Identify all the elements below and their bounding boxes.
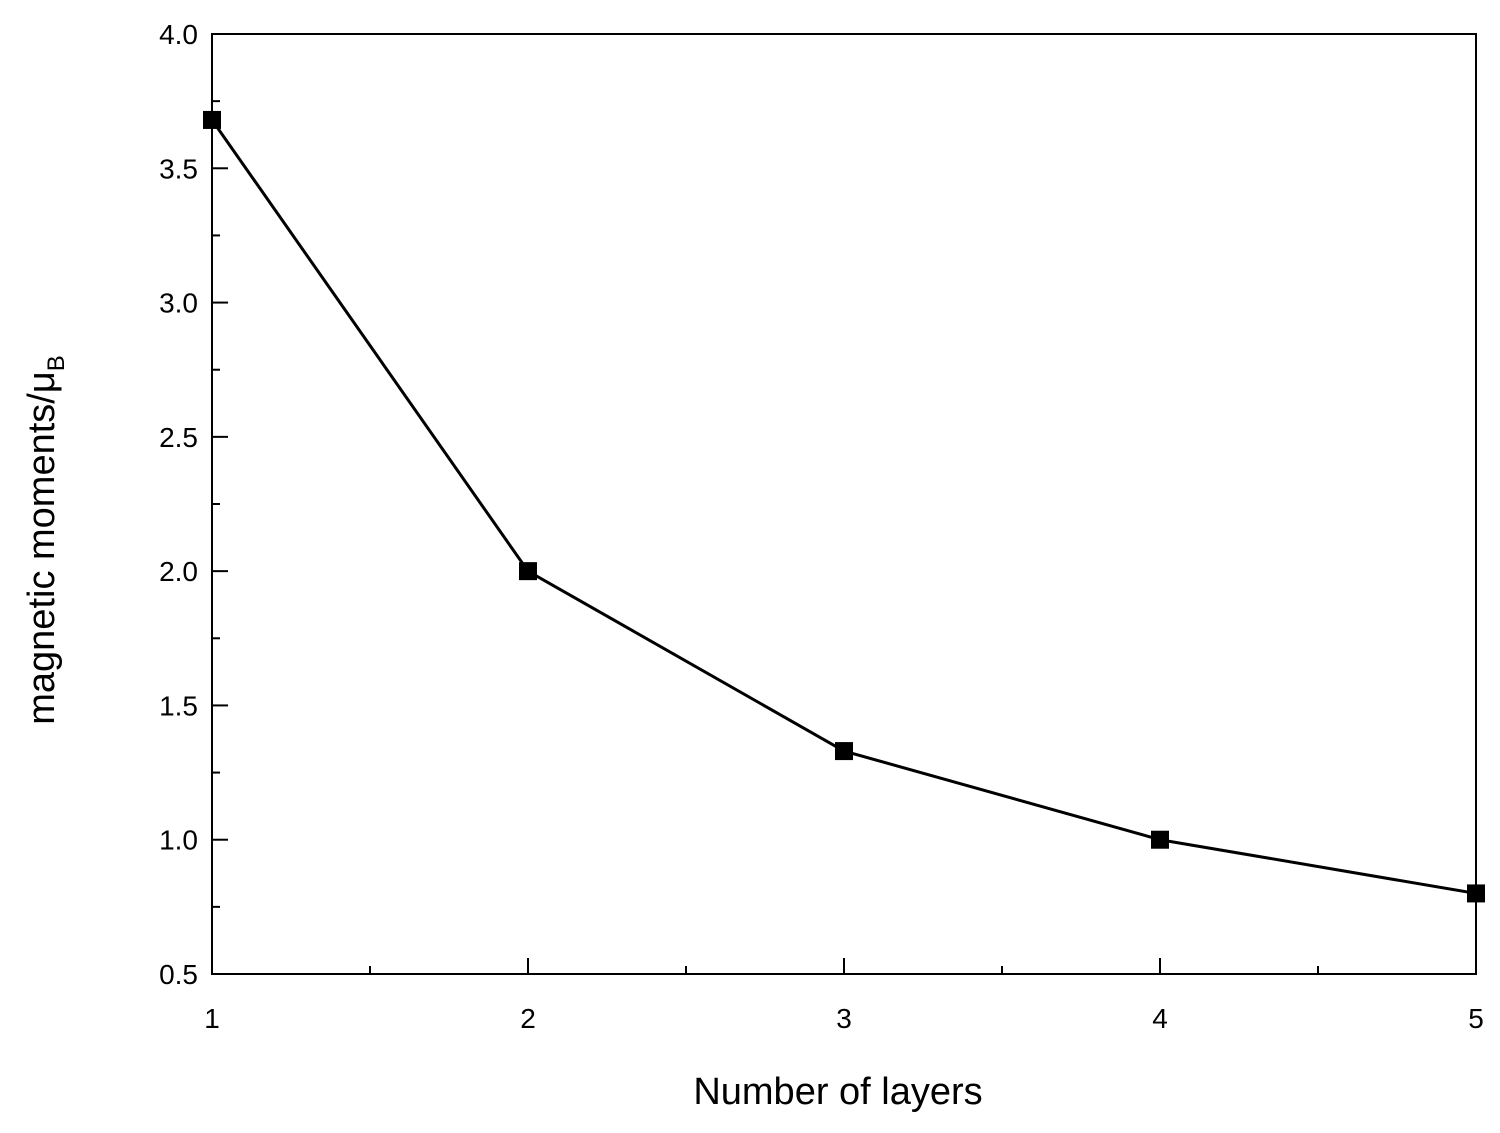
y-tick-label: 0.5 <box>159 959 198 990</box>
y-axis-title-subscript: B <box>43 355 70 371</box>
y-tick-label: 4.0 <box>159 19 198 50</box>
y-axis-title-main: magnetic moments/ <box>21 393 63 725</box>
x-tick-label: 2 <box>520 1003 536 1034</box>
data-point-marker <box>835 742 853 761</box>
data-point-marker <box>1151 830 1169 849</box>
y-tick-label: 1.0 <box>159 825 198 856</box>
labels: 1 2 3 4 5 0.5 1.0 1.5 2.0 2.5 3.0 3.5 4.0 Number of l… <box>21 19 1484 1113</box>
x-tick-label: 5 <box>1468 1003 1484 1034</box>
data-point-marker <box>203 110 221 129</box>
axes <box>211 33 1477 975</box>
series-line-segment <box>210 119 530 573</box>
y-tick-label: 1.5 <box>159 690 198 721</box>
x-tick-label: 4 <box>1152 1003 1168 1034</box>
series-line-segment <box>527 569 845 753</box>
series-line-segment <box>843 749 1161 842</box>
x-axis-title: Number of layers <box>693 1071 982 1113</box>
x-tick-label: 1 <box>204 1003 220 1034</box>
x-tick-label: 3 <box>836 1003 852 1034</box>
series-layer <box>203 110 1485 903</box>
y-axis-title: magnetic moments/μB <box>21 355 70 725</box>
y-axis-title-symbol: μ <box>21 371 63 393</box>
data-point-marker <box>1467 884 1485 903</box>
y-tick-label: 2.0 <box>159 556 198 587</box>
y-axis-title-text: magnetic moments/μB <box>21 355 70 725</box>
data-point-marker <box>519 562 537 581</box>
y-tick-label: 3.0 <box>159 288 198 319</box>
plot-frame <box>211 33 1477 975</box>
y-tick-label: 3.5 <box>159 153 198 184</box>
series-line-segment <box>1159 838 1477 895</box>
y-tick-label: 2.5 <box>159 422 198 453</box>
